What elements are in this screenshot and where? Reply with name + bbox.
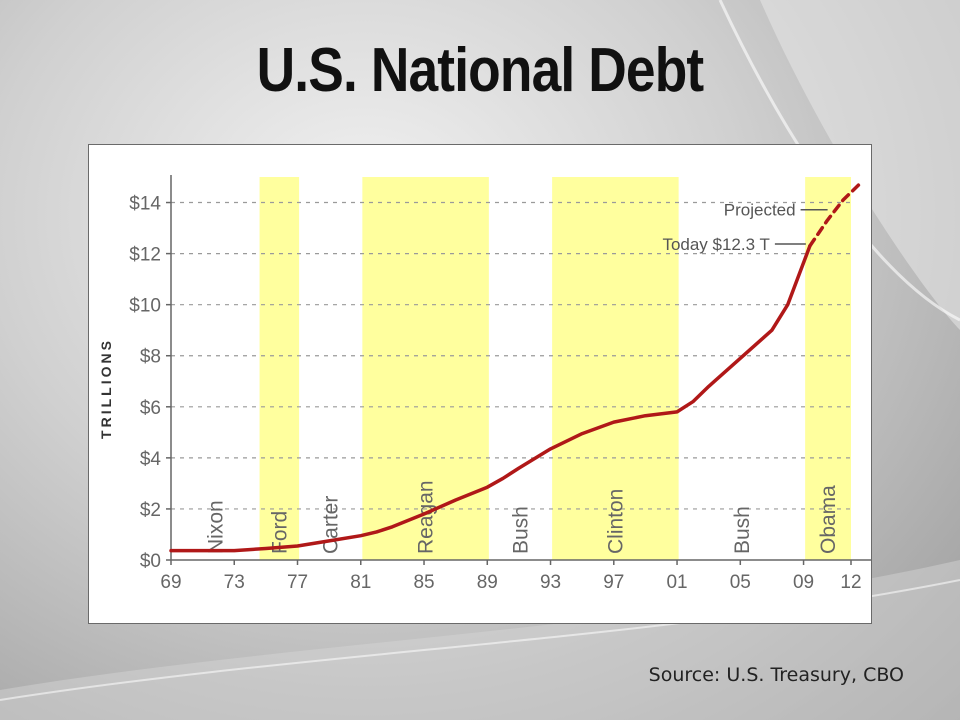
x-tick-label: 69: [160, 572, 181, 593]
axes: $0 $2 $4 $6 $8 $10 $12 $14 69 73 77 81 85 89 93 97 01 05 0…: [98, 175, 871, 593]
debt-line: [169, 244, 812, 553]
y-axis-label: TRILLIONS: [98, 338, 114, 439]
presidency-label: Carter: [320, 496, 343, 554]
presidency-label: Obama: [817, 485, 840, 554]
chart-svg: $0 $2 $4 $6 $8 $10 $12 $14 69 73 77 81 85 89 93 97 01 05 0…: [98, 175, 871, 593]
presidency-label: Reagan: [415, 480, 438, 554]
x-tick-label: 77: [287, 572, 308, 593]
series-lines: [169, 182, 861, 553]
presidency-label: Bush: [509, 506, 532, 554]
x-tick-label: 89: [477, 572, 498, 593]
presidency-band: [552, 177, 679, 560]
x-tick-label: 93: [540, 572, 561, 593]
x-tick-label: 09: [793, 572, 814, 593]
presidency-label: Nixon: [204, 500, 227, 554]
x-tick-label: 85: [413, 572, 434, 593]
x-tick-label: 97: [603, 572, 624, 593]
x-tick-label: 73: [224, 572, 245, 593]
y-tick-label: $10: [129, 296, 161, 317]
presidency-label: Clinton: [604, 489, 627, 554]
x-tick-label: 81: [350, 572, 371, 593]
annotations: Projected Today $12.3 T: [662, 201, 828, 254]
presidency-band: [259, 177, 300, 560]
y-tick-label: $8: [140, 347, 161, 368]
presidency-label: Ford: [268, 511, 291, 554]
y-tick-label: $4: [140, 449, 162, 470]
x-tick-label: 05: [730, 572, 751, 593]
source-note: Source: U.S. Treasury, CBO: [648, 664, 904, 686]
y-tick-label: $12: [129, 245, 161, 266]
x-tick-label: 12: [840, 572, 861, 593]
annotation-projected: Projected: [724, 201, 796, 220]
y-tick-label: $6: [140, 398, 161, 419]
projected-debt-line: [808, 182, 861, 248]
presidency-label: Bush: [731, 506, 754, 554]
annotation-today: Today $12.3 T: [662, 235, 769, 254]
y-tick-label: $14: [129, 194, 161, 215]
x-tick-label: 01: [666, 572, 687, 593]
y-tick-label: $0: [140, 551, 161, 572]
y-tick-label: $2: [140, 500, 161, 521]
slide-title: U.S. National Debt: [256, 36, 705, 105]
presidency-labels: Nixon Ford Carter Reagan Bush Clinton Bush Obam…: [204, 480, 840, 554]
debt-chart: $0 $2 $4 $6 $8 $10 $12 $14 69 73 77 81 85 89 93 97 01 05 0…: [88, 144, 872, 624]
